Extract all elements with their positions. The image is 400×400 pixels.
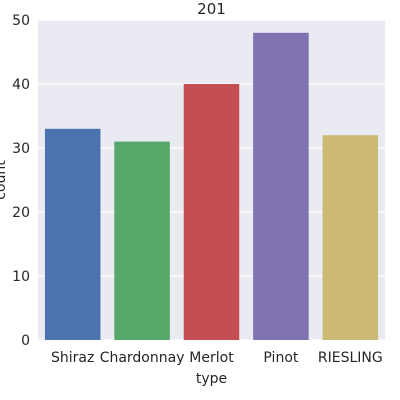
y-tick-label: 50 — [12, 13, 30, 29]
bar-riesling — [322, 135, 379, 340]
x-tick-label: Merlot — [189, 350, 234, 366]
bar-chardonnay — [114, 141, 170, 340]
x-tick-label: Shiraz — [51, 350, 94, 366]
y-tick-label: 10 — [12, 269, 30, 285]
bar-merlot — [183, 84, 240, 340]
y-tick-label: 30 — [12, 141, 30, 157]
chart-title: 201 — [197, 0, 226, 18]
y-tick-labels: 0 10 20 30 40 50 — [12, 13, 30, 349]
y-axis-title: count — [0, 160, 9, 200]
x-tick-label: Pinot — [263, 350, 298, 366]
x-tick-labels: Shiraz Chardonnay Merlot Pinot RIESLING — [51, 350, 383, 366]
y-tick-label: 20 — [12, 205, 30, 221]
x-tick-label: RIESLING — [318, 350, 383, 366]
y-tick-label: 0 — [21, 333, 30, 349]
x-axis-title: type — [196, 371, 227, 387]
y-tick-label: 40 — [12, 77, 30, 93]
bar-shiraz — [44, 128, 101, 340]
bar-pinot — [253, 32, 309, 341]
bars — [44, 32, 379, 341]
x-tick-label: Chardonnay — [100, 350, 185, 366]
